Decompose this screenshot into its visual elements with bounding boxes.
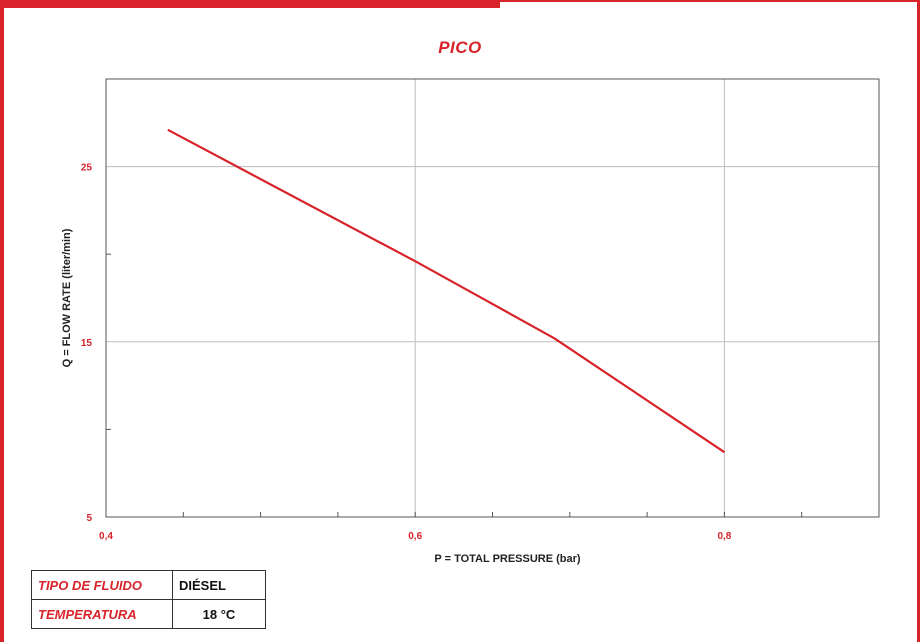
y-axis-label: Q = FLOW RATE (liter/min) — [61, 228, 73, 367]
plot-frame — [105, 78, 880, 518]
fluid-type-value: DIÉSEL — [172, 570, 266, 600]
chart-title: PICO — [438, 38, 482, 57]
flow-rate-chart: 0,4 0,6 0,8 5 15 25 P = TOTAL PRESSURE (bar)… — [61, 78, 880, 565]
fluid-info-table: TIPO DE FLUIDO DIÉSEL TEMPERATURA 18 °C — [31, 570, 266, 629]
x-tick-labels: 0,4 0,6 0,8 — [99, 531, 732, 542]
x-tick-label: 0,8 — [717, 531, 731, 542]
series-layer — [167, 128, 726, 454]
x-tick-label: 0,6 — [408, 531, 422, 542]
header-line — [500, 0, 920, 2]
header-bar — [0, 0, 500, 8]
fluid-type-key: TIPO DE FLUIDO — [31, 570, 173, 600]
temperature-key: TEMPERATURA — [31, 599, 173, 629]
x-tick-label: 0,4 — [99, 531, 113, 542]
y-tick-labels: 5 15 25 — [81, 163, 93, 524]
minor-ticks — [106, 253, 803, 517]
temperature-row: TEMPERATURA 18 °C — [31, 599, 266, 629]
grid-layer — [105, 79, 879, 518]
x-axis-label: P = TOTAL PRESSURE (bar) — [434, 553, 581, 565]
frame-right-border — [917, 0, 920, 642]
fluid-type-row: TIPO DE FLUIDO DIÉSEL — [31, 570, 266, 600]
y-tick-label: 15 — [81, 338, 93, 349]
frame-left-border — [0, 0, 4, 642]
temperature-value: 18 °C — [172, 599, 266, 629]
series-line — [167, 128, 726, 454]
y-tick-label: 25 — [81, 163, 93, 174]
y-tick-label: 5 — [86, 513, 92, 524]
